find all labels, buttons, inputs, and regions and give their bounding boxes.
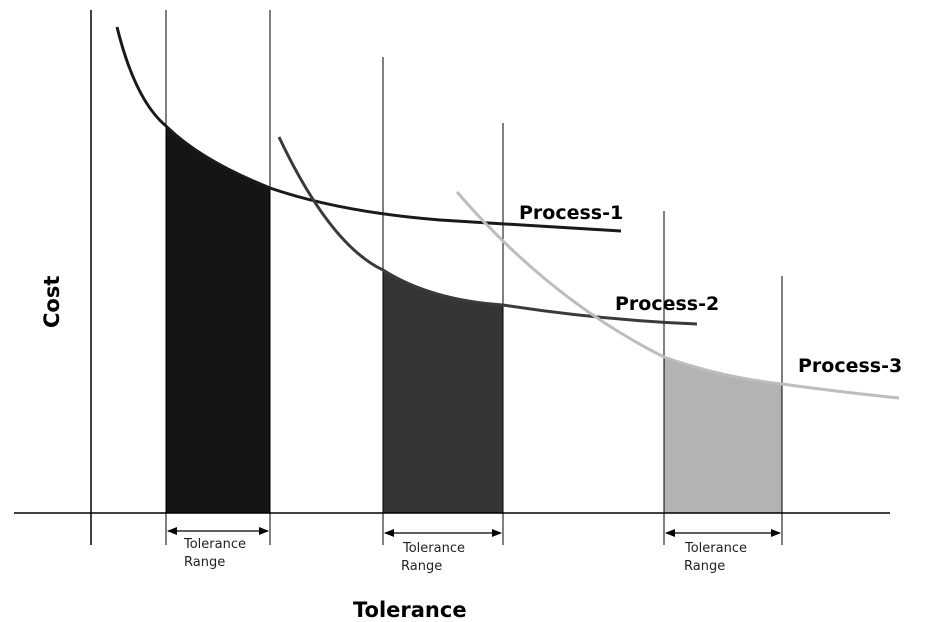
process-3-curve	[455, 191, 900, 400]
tolerance-range-label-2-line2: Range	[401, 559, 442, 574]
y-axis-title: Cost	[40, 276, 64, 328]
process-1-label: Process-1	[519, 202, 623, 224]
x-axis-title: Tolerance	[353, 598, 467, 622]
process-2-curve	[277, 136, 698, 326]
process-1-shaded-region	[166, 126, 270, 513]
process-3-label: Process-3	[798, 355, 902, 377]
tolerance-range-label-2-line1: Tolerance	[402, 541, 465, 556]
tolerance-range-label-3-line1: Tolerance	[684, 541, 747, 556]
tolerance-range-label-1-line2: Range	[184, 555, 225, 570]
process-1-curve	[115, 26, 622, 233]
tolerance-range-label-3-line2: Range	[684, 559, 725, 574]
process-2-label: Process-2	[615, 293, 719, 315]
process-3-shaded-region	[664, 357, 782, 513]
tolerance-range-label-1-line1: Tolerance	[183, 537, 246, 552]
process-2-shaded-region	[383, 270, 503, 513]
